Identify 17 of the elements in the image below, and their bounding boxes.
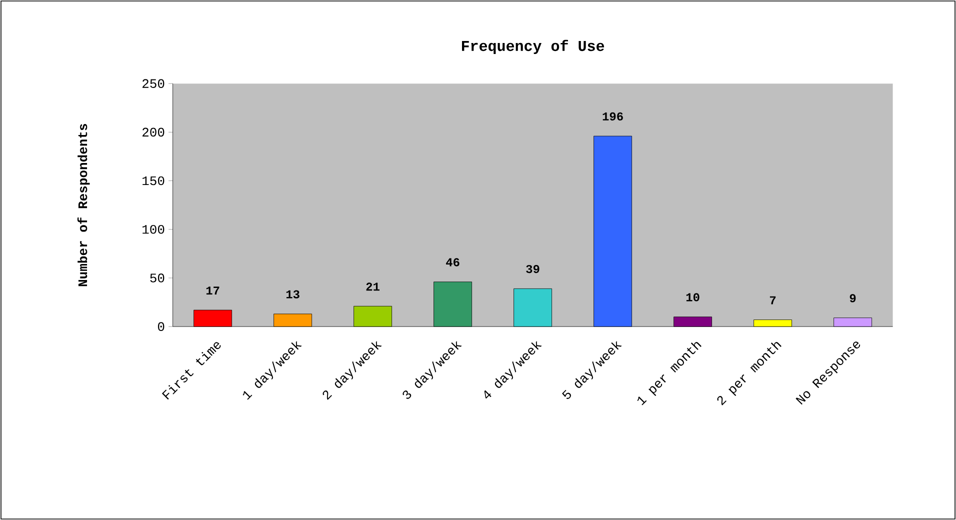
- data-label: 39: [526, 264, 540, 274]
- data-label: 13: [286, 290, 300, 298]
- data-label: 17: [206, 286, 220, 295]
- chart-title: Frequency of Use: [462, 40, 604, 54]
- data-label: 9: [850, 294, 856, 302]
- y-axis-title: Number of Respondents: [77, 124, 90, 286]
- data-label: 46: [446, 258, 460, 266]
- y-tick-label: 250: [142, 79, 164, 88]
- y-tick-label: 0: [158, 322, 164, 331]
- y-tick-label: 150: [142, 176, 164, 186]
- data-label: 10: [686, 293, 700, 302]
- data-label: 196: [602, 112, 623, 121]
- data-label: 7: [770, 296, 776, 304]
- data-label: 21: [366, 282, 380, 291]
- y-tick-label: 200: [142, 128, 164, 137]
- y-tick-label: 50: [150, 274, 164, 282]
- y-tick-label: 100: [142, 224, 164, 234]
